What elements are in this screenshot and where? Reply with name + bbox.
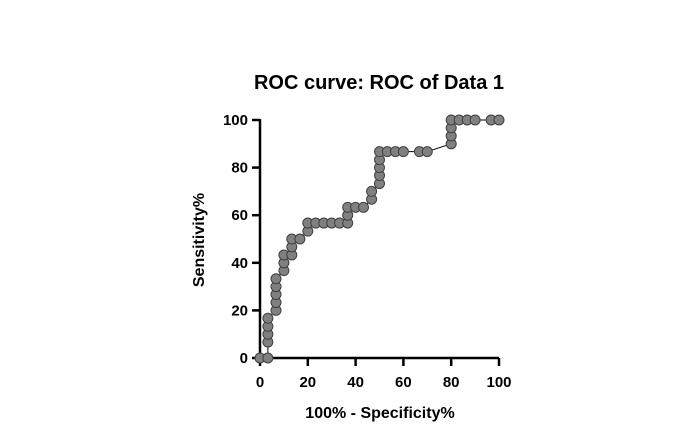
y-tick-label: 40	[231, 255, 248, 272]
chart-title: ROC curve: ROC of Data 1	[254, 72, 504, 94]
y-tick-label: 80	[231, 160, 248, 177]
roc-point	[366, 185, 378, 197]
roc-point	[469, 114, 481, 126]
series-roc	[254, 114, 505, 364]
x-tick-label: 60	[395, 374, 412, 391]
y-tick-label: 60	[231, 207, 248, 224]
axes: 0 20 40 60 80 100 0 20 40 60 80 100	[223, 112, 512, 391]
roc-point	[294, 233, 306, 245]
y-tick-label: 100	[223, 112, 248, 129]
roc-point	[397, 146, 409, 158]
roc-point	[262, 352, 274, 364]
roc-point	[262, 312, 274, 324]
y-tick-label: 0	[240, 350, 248, 367]
x-tick-label: 100	[486, 374, 511, 391]
roc-point	[357, 201, 369, 213]
roc-point	[421, 146, 433, 158]
roc-point	[270, 273, 282, 285]
x-tick-label: 40	[347, 374, 364, 391]
x-tick-label: 0	[256, 374, 264, 391]
x-axis-title: 100% - Specificity%	[305, 405, 454, 422]
y-tick-label: 20	[231, 302, 248, 319]
y-axis-title: Sensitivity%	[191, 193, 208, 287]
x-tick-label: 20	[299, 374, 316, 391]
roc-point	[493, 114, 505, 126]
x-tick-label: 80	[443, 374, 460, 391]
